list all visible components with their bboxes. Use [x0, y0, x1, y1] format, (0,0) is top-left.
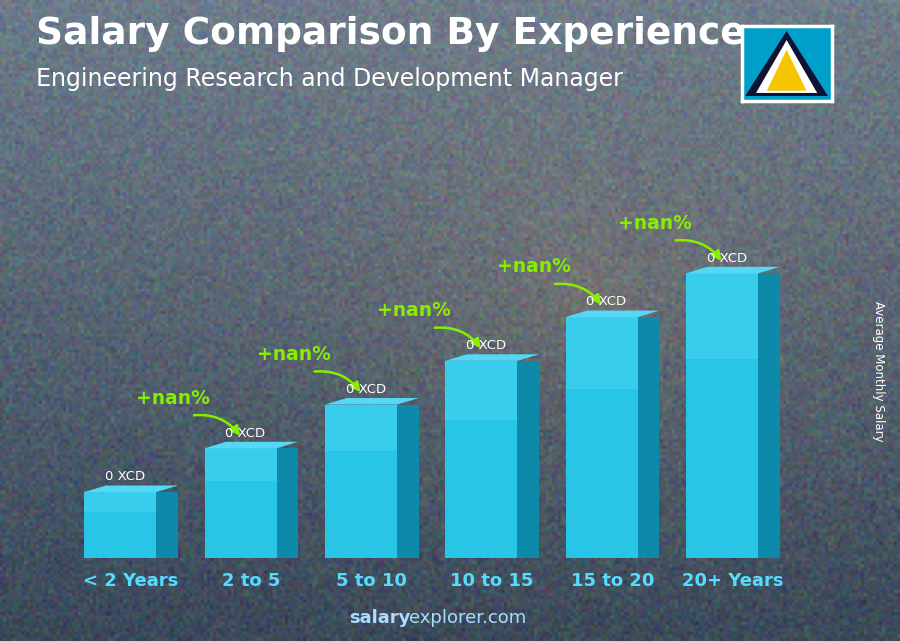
Polygon shape	[565, 310, 660, 317]
Polygon shape	[276, 448, 299, 558]
Polygon shape	[638, 317, 660, 558]
Polygon shape	[446, 354, 539, 361]
Text: +nan%: +nan%	[377, 301, 451, 320]
Text: 0 XCD: 0 XCD	[225, 426, 266, 440]
Text: +nan%: +nan%	[136, 388, 211, 408]
Bar	[446, 361, 518, 558]
Polygon shape	[204, 442, 299, 448]
Text: salary: salary	[349, 609, 410, 627]
Text: < 2 Years: < 2 Years	[84, 572, 179, 590]
Bar	[446, 361, 518, 420]
Polygon shape	[745, 31, 828, 96]
Bar	[686, 273, 758, 359]
Bar	[565, 317, 638, 558]
Bar	[686, 273, 758, 558]
Polygon shape	[157, 492, 178, 558]
Text: 0 XCD: 0 XCD	[466, 339, 506, 352]
Bar	[204, 448, 276, 481]
Text: 0 XCD: 0 XCD	[105, 470, 145, 483]
Text: +nan%: +nan%	[256, 345, 330, 364]
Polygon shape	[758, 273, 780, 558]
Bar	[84, 492, 157, 558]
Text: 15 to 20: 15 to 20	[571, 572, 654, 590]
Bar	[565, 317, 638, 389]
Text: Average Monthly Salary: Average Monthly Salary	[872, 301, 885, 442]
Polygon shape	[518, 361, 539, 558]
Text: 20+ Years: 20+ Years	[682, 572, 784, 590]
Polygon shape	[84, 485, 178, 492]
Text: 10 to 15: 10 to 15	[451, 572, 534, 590]
Bar	[204, 448, 276, 558]
Polygon shape	[397, 404, 418, 558]
Text: Salary Comparison By Experience: Salary Comparison By Experience	[36, 16, 746, 52]
Text: 5 to 10: 5 to 10	[337, 572, 408, 590]
Polygon shape	[756, 40, 817, 93]
Text: 0 XCD: 0 XCD	[587, 296, 626, 308]
Bar	[325, 404, 397, 451]
Text: 0 XCD: 0 XCD	[346, 383, 386, 396]
Text: +nan%: +nan%	[617, 213, 691, 233]
Text: 0 XCD: 0 XCD	[706, 252, 747, 265]
Bar	[325, 404, 397, 558]
Polygon shape	[767, 50, 806, 90]
Text: +nan%: +nan%	[498, 258, 572, 276]
Text: 2 to 5: 2 to 5	[222, 572, 281, 590]
Bar	[84, 492, 157, 512]
Text: Engineering Research and Development Manager: Engineering Research and Development Man…	[36, 67, 623, 91]
Polygon shape	[325, 398, 418, 404]
Polygon shape	[686, 267, 780, 273]
Text: explorer.com: explorer.com	[410, 609, 526, 627]
